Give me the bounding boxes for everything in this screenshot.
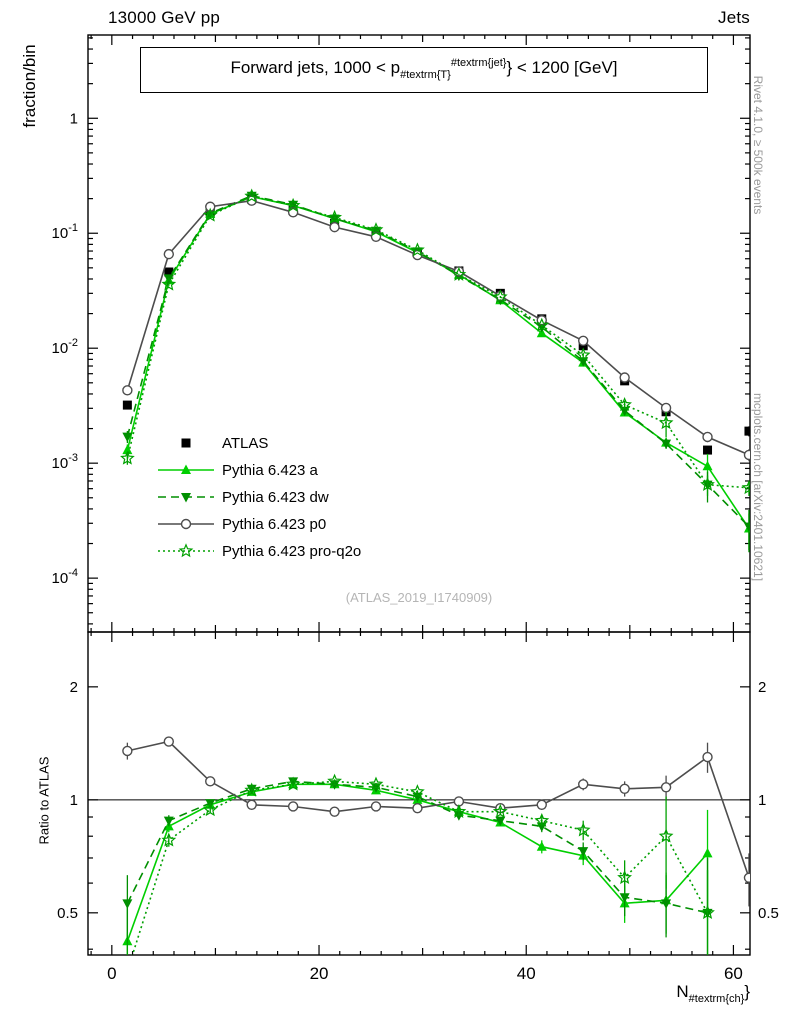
- svg-text:2: 2: [758, 679, 766, 696]
- plot-title-sup: #textrm{jet}: [450, 57, 507, 69]
- main-y-axis-title: fraction/bin: [20, 44, 39, 128]
- svg-text:1: 1: [758, 792, 766, 809]
- header-beam-energy: 13000 GeV pp: [108, 8, 221, 27]
- x-axis-title-base: N: [676, 982, 689, 1001]
- svg-text:1: 1: [70, 110, 78, 127]
- legend-label-pythia-a: Pythia 6.423 a: [222, 462, 319, 479]
- x-axis-title-sub: #textrm{ch}: [688, 993, 745, 1005]
- plot-title-prefix: Forward jets, 1000 < p: [230, 58, 401, 77]
- x-axis-title: N#textrm{ch}}: [600, 982, 750, 1005]
- svg-text:1: 1: [70, 792, 78, 809]
- plot-title: Forward jets, 1000 < p#textrm{T}#textrm{…: [140, 47, 708, 94]
- svg-text:2: 2: [70, 679, 78, 696]
- header-analysis-group: Jets: [718, 8, 750, 27]
- x-axis-title-suffix: }: [744, 982, 750, 1001]
- mcplots-reference-note: mcplots.cern.ch [arXiv:2401.10621]: [751, 392, 765, 582]
- svg-text:10-1: 10-1: [52, 222, 78, 242]
- svg-text:60: 60: [724, 964, 743, 983]
- svg-text:10-3: 10-3: [52, 452, 78, 472]
- rivet-version-note: Rivet 4.1.0, ≥ 500k events: [751, 75, 765, 215]
- svg-text:20: 20: [310, 964, 329, 983]
- legend-label-atlas: ATLAS: [222, 435, 268, 452]
- analysis-id-watermark: (ATLAS_2019_I1740909): [345, 590, 493, 605]
- plot-title-suffix: } < 1200 [GeV]: [506, 58, 618, 77]
- svg-text:0.5: 0.5: [57, 905, 78, 922]
- svg-text:10-4: 10-4: [52, 567, 78, 587]
- legend-label-pythia-p0: Pythia 6.423 p0: [222, 516, 326, 533]
- ratio-y-axis-title: Ratio to ATLAS: [36, 756, 52, 845]
- legend-label-pythia-pro-q2o: Pythia 6.423 pro-q2o: [222, 543, 361, 560]
- svg-text:0: 0: [107, 964, 116, 983]
- legend-label-pythia-dw: Pythia 6.423 dw: [222, 489, 329, 506]
- svg-text:10-2: 10-2: [52, 337, 78, 357]
- svg-text:0.5: 0.5: [758, 905, 779, 922]
- plot-title-sub: #textrm{T}: [400, 69, 451, 81]
- svg-text:40: 40: [517, 964, 536, 983]
